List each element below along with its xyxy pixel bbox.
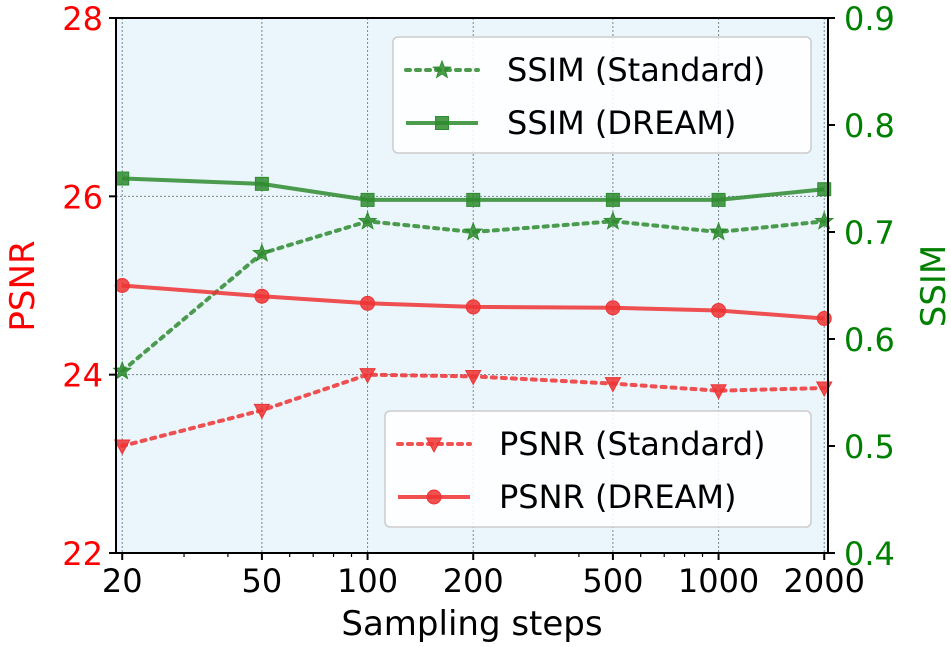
y-right-tick-label: 0.9 (844, 0, 895, 38)
data-point (466, 192, 481, 207)
data-point (360, 295, 376, 311)
data-point (605, 300, 621, 316)
y-left-tick-label: 26 (62, 178, 103, 216)
series-layer (112, 171, 835, 456)
data-point (465, 299, 481, 315)
data-point (604, 377, 622, 393)
data-point (115, 171, 130, 186)
x-axis-title: Sampling steps (341, 604, 602, 644)
y-right-tick-label: 0.8 (844, 107, 895, 145)
y-left-tick-label: 28 (62, 0, 103, 38)
legend-box (392, 36, 812, 154)
legend-marker (432, 59, 452, 79)
legend-label: SSIM (Standard) (507, 51, 765, 89)
y-right-tick-label: 0.4 (844, 535, 895, 573)
legend-label: SSIM (DREAM) (507, 104, 736, 142)
y-left-tick-label: 22 (62, 535, 103, 573)
y-left-axis-ticks: 22 24 26 28 (62, 0, 116, 573)
data-point (711, 192, 726, 207)
y-right-axis-ticks: 0.4 0.5 0.6 0.7 0.8 0.9 (828, 0, 895, 573)
y-right-tick-label: 0.5 (844, 428, 895, 466)
x-tick-label: 2000 (784, 562, 865, 600)
x-tick-label: 20 (102, 562, 143, 600)
x-tick-label: 50 (242, 562, 283, 600)
series-psnr-standard (113, 368, 833, 456)
data-point (711, 302, 727, 318)
data-point (463, 221, 484, 241)
x-tick-label: 100 (337, 562, 398, 600)
y-right-tick-label: 0.7 (844, 214, 895, 252)
y-right-axis-title: SSIM (914, 245, 951, 328)
data-point (114, 278, 130, 293)
data-point (253, 403, 271, 420)
data-point (464, 369, 482, 386)
legend-marker (426, 489, 442, 505)
data-point (360, 192, 375, 207)
data-point (359, 368, 376, 384)
data-point (816, 310, 832, 326)
data-point (605, 192, 620, 207)
data-point (708, 221, 729, 241)
plot-frame (115, 17, 829, 554)
y-left-tick-label: 24 (62, 357, 103, 395)
x-tick-label: 200 (443, 562, 504, 600)
legend-box (384, 410, 812, 528)
legends: SSIM (Standard) SSIM (DREAM) PSNR (Standar… (384, 36, 812, 528)
y-right-tick-label: 0.6 (844, 321, 895, 359)
data-point (254, 176, 269, 191)
data-point (710, 384, 727, 400)
x-tick-label: 1000 (678, 562, 759, 600)
legend-marker (435, 116, 449, 130)
series-ssim-dream (115, 171, 832, 207)
series-psnr-dream (114, 278, 832, 326)
data-point (251, 242, 272, 262)
data-point (254, 288, 270, 304)
legend-marker (425, 437, 443, 454)
x-axis-ticks: 20 50 100 200 500 1000 2000 (102, 553, 865, 600)
series-ssim-standard (112, 210, 835, 380)
data-point (357, 210, 378, 230)
legend-label: PSNR (Standard) (499, 425, 766, 463)
legend-label: PSNR (DREAM) (499, 478, 737, 516)
data-point (814, 210, 835, 230)
y-left-axis-title: PSNR (3, 240, 43, 331)
legend-top-right: SSIM (Standard) SSIM (DREAM) (392, 36, 812, 154)
data-point (113, 439, 131, 456)
legend-bottom-right: PSNR (Standard) PSNR (DREAM) (384, 410, 812, 528)
x-tick-label: 500 (582, 562, 643, 600)
data-point (602, 210, 623, 230)
